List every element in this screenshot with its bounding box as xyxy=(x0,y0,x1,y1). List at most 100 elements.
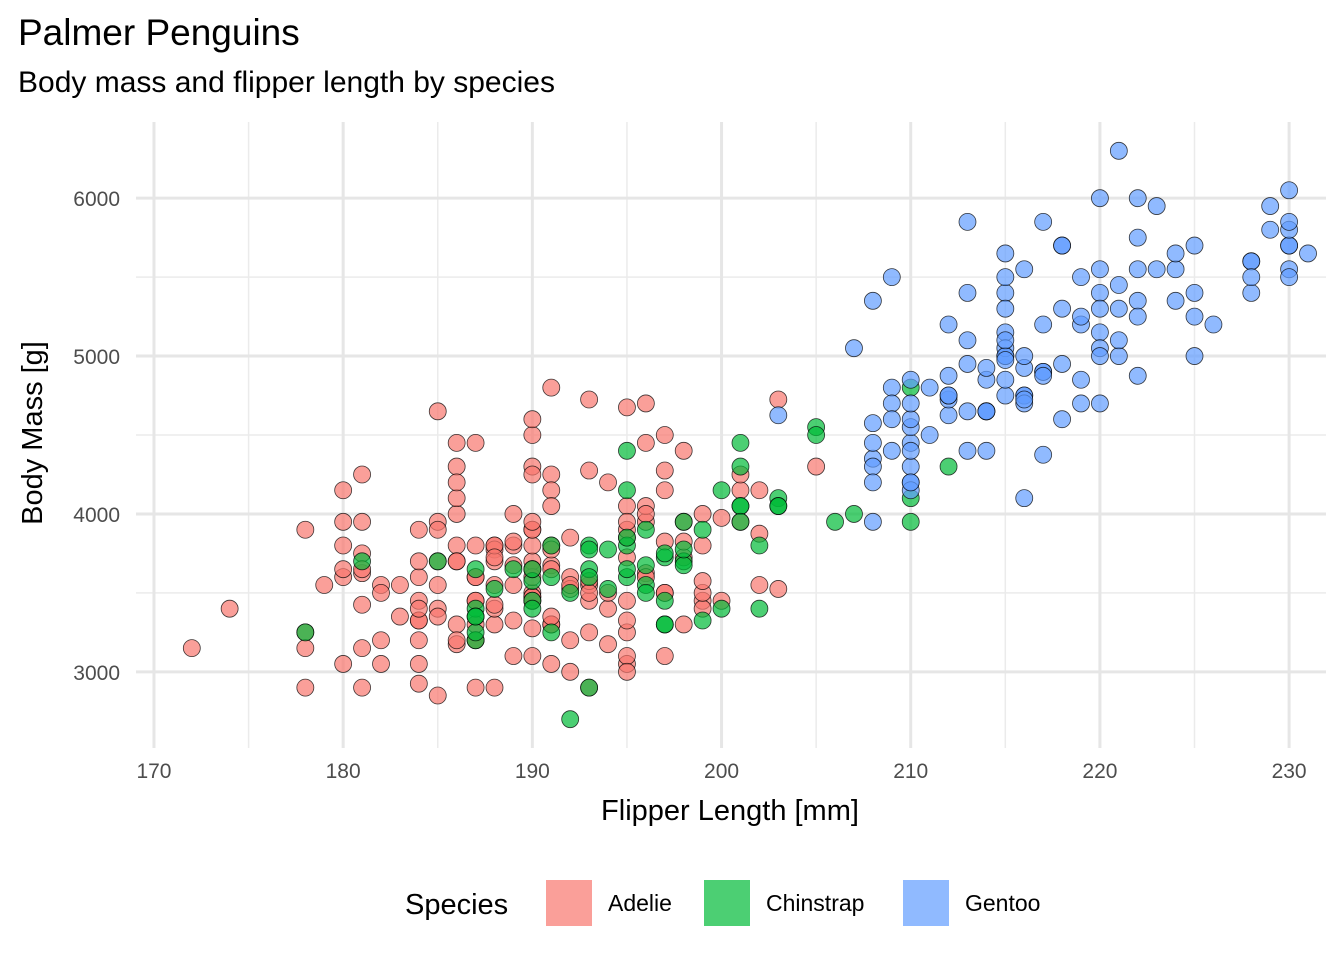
legend-key-gentoo xyxy=(903,880,949,926)
data-point xyxy=(391,576,409,594)
data-point xyxy=(1128,366,1147,385)
data-point xyxy=(523,410,542,429)
legend-title: Species xyxy=(405,889,508,921)
data-point xyxy=(977,441,996,460)
data-point xyxy=(561,710,580,729)
data-point xyxy=(863,291,882,310)
data-point xyxy=(1185,307,1204,326)
data-point xyxy=(939,315,958,334)
data-points xyxy=(182,141,1317,729)
data-point xyxy=(334,655,353,673)
legend-label-chinstrap: Chinstrap xyxy=(766,890,864,916)
legend: Species Adelie Chinstrap Gentoo xyxy=(405,880,1040,926)
data-point xyxy=(504,576,523,594)
data-point xyxy=(1280,268,1299,287)
data-point xyxy=(1015,347,1034,365)
data-point xyxy=(1280,236,1299,255)
data-point xyxy=(466,536,485,555)
data-point xyxy=(523,560,542,579)
data-point xyxy=(447,615,466,634)
legend-key-chinstrap xyxy=(704,880,750,926)
data-point xyxy=(863,433,882,452)
data-point xyxy=(731,433,750,452)
data-point xyxy=(504,611,523,630)
y-tick-label: 4000 xyxy=(73,504,120,527)
data-point xyxy=(750,576,769,594)
series-chinstrap xyxy=(296,378,958,729)
data-point xyxy=(1185,347,1204,365)
data-point xyxy=(1147,197,1166,215)
data-point xyxy=(958,331,977,350)
x-tick-label: 210 xyxy=(893,760,928,783)
data-point xyxy=(693,505,712,523)
data-point xyxy=(1109,299,1128,318)
data-point xyxy=(618,441,636,460)
data-point xyxy=(391,607,409,626)
data-point xyxy=(731,481,750,500)
data-point xyxy=(447,489,466,508)
data-point xyxy=(996,370,1015,389)
data-point xyxy=(996,268,1015,287)
data-point xyxy=(958,402,977,421)
data-point xyxy=(580,583,599,602)
data-point xyxy=(863,473,882,492)
data-point xyxy=(580,678,599,697)
data-point xyxy=(372,631,390,650)
data-point xyxy=(977,402,996,421)
data-point xyxy=(353,512,371,531)
data-point xyxy=(712,599,731,618)
data-point xyxy=(542,536,561,555)
data-point xyxy=(1128,291,1147,310)
data-point xyxy=(958,441,977,460)
data-point xyxy=(1280,212,1299,231)
data-point xyxy=(882,394,901,413)
data-point xyxy=(1280,181,1299,200)
data-point xyxy=(409,674,428,693)
data-point xyxy=(599,540,617,559)
data-point xyxy=(731,497,750,515)
data-point xyxy=(447,631,466,650)
data-point xyxy=(504,532,523,551)
data-point xyxy=(580,568,599,586)
data-point xyxy=(542,607,561,626)
data-point xyxy=(428,576,447,594)
data-point xyxy=(428,686,447,705)
data-point xyxy=(334,536,353,555)
x-tick-label: 220 xyxy=(1082,760,1117,783)
data-point xyxy=(447,536,466,555)
data-point xyxy=(731,457,750,476)
data-point xyxy=(939,406,958,425)
data-point xyxy=(580,390,599,409)
data-point xyxy=(977,359,996,377)
data-point xyxy=(561,631,580,650)
data-point xyxy=(1242,252,1261,271)
data-point xyxy=(1185,284,1204,302)
data-point xyxy=(1261,220,1280,239)
data-point xyxy=(636,505,655,523)
data-point xyxy=(466,607,485,626)
data-point xyxy=(447,433,466,452)
y-tick-label: 6000 xyxy=(73,188,120,211)
data-point xyxy=(996,299,1015,318)
data-point xyxy=(655,426,674,444)
data-point xyxy=(1091,284,1109,302)
data-point xyxy=(523,536,542,555)
data-point xyxy=(447,505,466,523)
x-tick-label: 200 xyxy=(704,760,739,783)
data-point xyxy=(1015,260,1034,279)
data-point xyxy=(1166,244,1185,263)
data-point xyxy=(334,560,353,579)
data-point xyxy=(599,635,617,654)
data-point xyxy=(636,394,655,413)
data-point xyxy=(750,599,769,618)
data-point xyxy=(901,410,920,429)
data-point xyxy=(618,560,636,579)
y-tick-label: 3000 xyxy=(73,662,120,685)
data-point xyxy=(901,457,920,476)
data-point xyxy=(655,544,674,563)
data-point xyxy=(655,615,674,634)
x-axis-title: Flipper Length [mm] xyxy=(601,795,859,827)
data-point xyxy=(674,540,693,559)
data-point xyxy=(674,441,693,460)
data-point xyxy=(1128,307,1147,326)
